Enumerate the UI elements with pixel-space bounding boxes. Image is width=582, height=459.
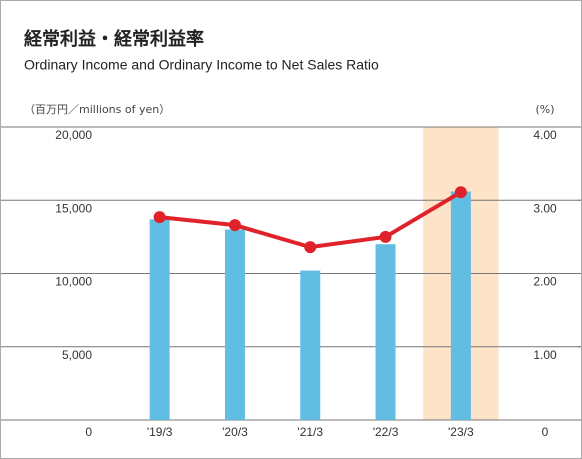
chart-title: 経常利益・経常利益率 (24, 28, 204, 50)
y-tick-label: 20,000 (55, 128, 92, 142)
chart-subtitle: Ordinary Income and Ordinary Income to N… (24, 57, 379, 73)
y2-tick-label: 3.00 (533, 201, 557, 215)
bar (300, 270, 321, 420)
x-tick-label: '22/3 (373, 425, 399, 439)
y2-tick-label: 1.00 (533, 348, 557, 362)
x-tick-label: '20/3 (222, 425, 248, 439)
bar (149, 219, 170, 420)
y2-tick-label: 4.00 (533, 128, 557, 142)
y-tick-label: 5,000 (62, 348, 92, 362)
y2-axis-label: (%) (535, 103, 554, 116)
bar (450, 191, 471, 420)
bar (375, 244, 396, 420)
y-axis-label: （百万円／millions of yen） (24, 103, 170, 116)
bar (224, 229, 245, 420)
line-point (228, 219, 241, 232)
line-point (153, 211, 166, 224)
y2-tick-label: 2.00 (533, 275, 557, 289)
y-tick-label: 15,000 (55, 201, 92, 215)
line-point (379, 230, 392, 243)
y-tick-label: 0 (85, 425, 92, 439)
line-point (454, 186, 467, 199)
x-tick-label: '21/3 (297, 425, 323, 439)
x-tick-label: '23/3 (448, 425, 474, 439)
y-tick-label: 10,000 (55, 275, 92, 289)
x-tick-label: '19/3 (147, 425, 173, 439)
y2-tick-label: 0 (542, 425, 549, 439)
line-point (304, 241, 317, 254)
